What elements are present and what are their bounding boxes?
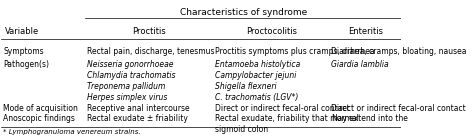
Text: Direct or indirect fecal-oral contact: Direct or indirect fecal-oral contact (331, 104, 466, 113)
Text: * Lymphogranuloma venereum strains.: * Lymphogranuloma venereum strains. (3, 128, 141, 135)
Text: Entamoeba histolytica: Entamoeba histolytica (215, 60, 301, 69)
Text: Pathogen(s): Pathogen(s) (3, 60, 49, 69)
Text: Proctitis symptoms plus cramps, diarrhea: Proctitis symptoms plus cramps, diarrhea (215, 47, 375, 56)
Text: Characteristics of syndrome: Characteristics of syndrome (180, 8, 307, 17)
Text: Anoscopic findings: Anoscopic findings (3, 114, 75, 123)
Text: Rectal exudate ± friability: Rectal exudate ± friability (87, 114, 188, 123)
Text: Shigella flexneri: Shigella flexneri (215, 82, 277, 91)
Text: Campylobacter jejuni: Campylobacter jejuni (215, 71, 297, 80)
Text: Mode of acquisition: Mode of acquisition (3, 104, 78, 113)
Text: Receptive anal intercourse: Receptive anal intercourse (87, 104, 190, 113)
Text: Variable: Variable (5, 27, 40, 36)
Text: Proctitis: Proctitis (133, 27, 166, 36)
Text: Enteritis: Enteritis (348, 27, 383, 36)
Text: Diarrhea, cramps, bloating, nausea: Diarrhea, cramps, bloating, nausea (331, 47, 467, 56)
Text: Chlamydia trachomatis: Chlamydia trachomatis (87, 71, 176, 80)
Text: Proctocolitis: Proctocolitis (246, 27, 297, 36)
Text: Rectal exudate, friability that may extend into the
sigmoid colon: Rectal exudate, friability that may exte… (215, 114, 408, 134)
Text: Symptoms: Symptoms (3, 47, 44, 56)
Text: Rectal pain, discharge, tenesmus: Rectal pain, discharge, tenesmus (87, 47, 215, 56)
Text: Direct or indirect fecal-oral contact: Direct or indirect fecal-oral contact (215, 104, 350, 113)
Text: Treponema pallidum: Treponema pallidum (87, 82, 166, 91)
Text: C. trachomatis (LGV*): C. trachomatis (LGV*) (215, 93, 299, 102)
Text: Herpes simplex virus: Herpes simplex virus (87, 93, 168, 102)
Text: Giardia lamblia: Giardia lamblia (331, 60, 389, 69)
Text: Normal: Normal (331, 114, 359, 123)
Text: Neisseria gonorrhoeae: Neisseria gonorrhoeae (87, 60, 174, 69)
